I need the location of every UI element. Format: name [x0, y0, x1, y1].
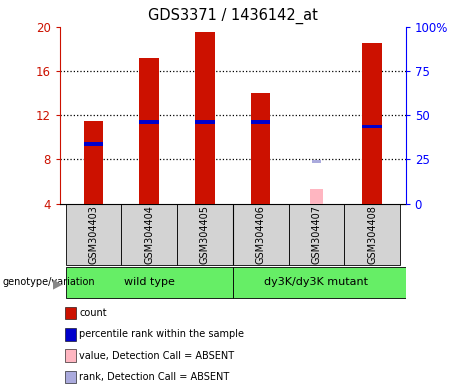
Bar	[177, 204, 233, 265]
Bar	[362, 43, 382, 204]
Bar	[289, 204, 344, 265]
Bar	[139, 120, 159, 124]
Text: GSM304408: GSM304408	[367, 205, 377, 264]
Bar	[344, 204, 400, 265]
Bar	[139, 58, 159, 204]
Text: count: count	[79, 308, 107, 318]
Text: rank, Detection Call = ABSENT: rank, Detection Call = ABSENT	[79, 372, 230, 382]
Bar	[195, 120, 215, 124]
Bar	[233, 267, 406, 298]
Text: GSM304404: GSM304404	[144, 205, 154, 264]
Text: GSM304405: GSM304405	[200, 205, 210, 264]
Bar	[310, 189, 323, 204]
Text: genotype/variation: genotype/variation	[2, 277, 95, 287]
Text: wild type: wild type	[124, 276, 175, 286]
Bar	[251, 120, 271, 124]
Title: GDS3371 / 1436142_at: GDS3371 / 1436142_at	[148, 8, 318, 24]
Bar	[83, 121, 103, 204]
Text: GSM304407: GSM304407	[312, 205, 321, 264]
Bar	[121, 204, 177, 265]
Bar	[362, 124, 382, 128]
Bar	[312, 160, 321, 163]
Bar	[233, 204, 289, 265]
Text: ▶: ▶	[53, 278, 63, 291]
Text: GSM304406: GSM304406	[256, 205, 266, 264]
Text: value, Detection Call = ABSENT: value, Detection Call = ABSENT	[79, 351, 234, 361]
Bar	[65, 267, 233, 298]
Text: percentile rank within the sample: percentile rank within the sample	[79, 329, 244, 339]
Text: GSM304403: GSM304403	[89, 205, 98, 264]
Text: dy3K/dy3K mutant: dy3K/dy3K mutant	[265, 276, 368, 286]
Bar	[251, 93, 271, 204]
Bar	[195, 32, 215, 204]
Bar	[65, 204, 121, 265]
Bar	[83, 142, 103, 146]
